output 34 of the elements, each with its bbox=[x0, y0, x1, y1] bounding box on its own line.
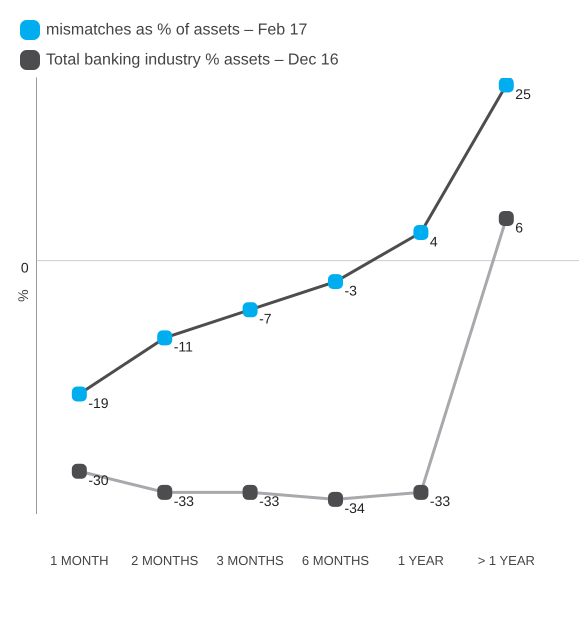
x-tick-label: 6 MONTHS bbox=[302, 552, 370, 568]
data-label: 4 bbox=[430, 233, 438, 250]
x-tick-label: 1 MONTH bbox=[50, 552, 109, 568]
data-label: -3 bbox=[344, 282, 358, 299]
point bbox=[328, 274, 344, 290]
x-tick-label: 2 MONTHS bbox=[131, 552, 199, 568]
point bbox=[242, 302, 258, 318]
data-label: -19 bbox=[88, 394, 109, 411]
data-label: -33 bbox=[430, 493, 450, 510]
data-label: -30 bbox=[88, 472, 109, 488]
x-tick-label: 3 MONTHS bbox=[216, 552, 284, 568]
data-label: -7 bbox=[259, 310, 272, 327]
point bbox=[328, 492, 344, 507]
point bbox=[413, 224, 428, 240]
data-label: -34 bbox=[344, 500, 365, 516]
point bbox=[72, 386, 87, 402]
x-tick-label: > 1 YEAR bbox=[478, 552, 535, 568]
y-axis-title: % bbox=[15, 289, 32, 302]
x-tick-label: 1 YEAR bbox=[398, 552, 444, 568]
data-label: 6 bbox=[515, 219, 524, 236]
legend-label: Total banking industry % assets – Dec 16 bbox=[46, 51, 339, 68]
data-label: -11 bbox=[174, 338, 194, 355]
point bbox=[242, 484, 258, 500]
point bbox=[157, 330, 172, 346]
legend-label: mismatches as % of assets – Feb 17 bbox=[46, 21, 308, 38]
data-label: -33 bbox=[259, 493, 280, 510]
point bbox=[498, 78, 514, 93]
data-label: 25 bbox=[515, 86, 532, 102]
point bbox=[498, 210, 514, 226]
ref-line-label: 0 bbox=[20, 259, 29, 276]
point bbox=[72, 464, 87, 479]
point bbox=[413, 484, 428, 500]
data-label: -33 bbox=[174, 493, 194, 510]
point bbox=[157, 484, 172, 500]
